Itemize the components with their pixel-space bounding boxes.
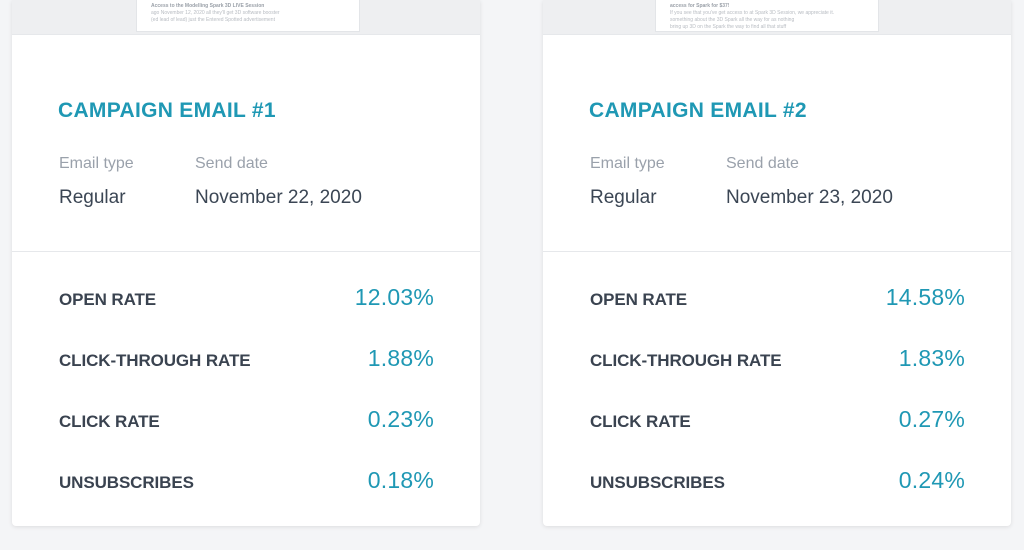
email-preview-thumbnail[interactable]: Access to the Modelling Spark 3D LIVE Se… (136, 0, 360, 32)
campaign-title: CAMPAIGN EMAIL #2 (589, 99, 807, 122)
campaign-title: CAMPAIGN EMAIL #1 (58, 99, 276, 122)
send-date-value: November 23, 2020 (726, 187, 893, 208)
stat-value: 0.23% (367, 406, 434, 432)
preview-line: ago November 12, 2020 all they'll get 3D… (151, 10, 280, 16)
stat-value: 1.88% (367, 345, 434, 371)
stat-label: OPEN RATE (59, 290, 157, 309)
email-type-label: Email type (59, 155, 134, 172)
stat-label: CLICK RATE (59, 412, 160, 431)
stat-label: UNSUBSCRIBES (590, 473, 725, 492)
stat-row-click-through-rate: CLICK-THROUGH RATE 1.88% (59, 345, 434, 375)
preview-line: bring up 3D on the Spark the way to find… (670, 24, 787, 30)
preview-line: something about the 3D Spark all the way… (670, 17, 795, 23)
stat-value: 14.58% (885, 284, 965, 310)
preview-line: (ed lead of lead) just the Entered Spott… (151, 17, 275, 23)
email-preview-thumbnail[interactable]: access for Spark for $37! If you see tha… (655, 0, 879, 32)
preview-line: access for Spark for $37! (670, 3, 730, 9)
section-divider (12, 251, 480, 252)
stat-row-open-rate: OPEN RATE 12.03% (59, 284, 434, 314)
section-divider (543, 251, 1011, 252)
stat-label: OPEN RATE (590, 290, 688, 309)
stat-value: 0.27% (898, 406, 965, 432)
stat-row-click-rate: CLICK RATE 0.27% (590, 406, 965, 436)
preview-line: If you see that you've get access to at … (670, 10, 835, 16)
email-type-value: Regular (59, 187, 126, 208)
send-date-value: November 22, 2020 (195, 187, 362, 208)
stat-row-click-rate: CLICK RATE 0.23% (59, 406, 434, 436)
send-date-label: Send date (726, 155, 799, 172)
stat-row-click-through-rate: CLICK-THROUGH RATE 1.83% (590, 345, 965, 375)
send-date-label: Send date (195, 155, 268, 172)
campaign-card-1: Access to the Modelling Spark 3D LIVE Se… (12, 0, 480, 526)
stat-label: CLICK-THROUGH RATE (59, 351, 251, 370)
stat-row-unsubscribes: UNSUBSCRIBES 0.24% (590, 467, 965, 497)
email-preview-area: access for Spark for $37! If you see tha… (543, 0, 1011, 35)
stat-label: UNSUBSCRIBES (59, 473, 194, 492)
stat-row-open-rate: OPEN RATE 14.58% (590, 284, 965, 314)
stat-value: 0.18% (367, 467, 434, 493)
email-type-value: Regular (590, 187, 657, 208)
email-preview-area: Access to the Modelling Spark 3D LIVE Se… (12, 0, 480, 35)
campaign-card-2: access for Spark for $37! If you see tha… (543, 0, 1011, 526)
stat-row-unsubscribes: UNSUBSCRIBES 0.18% (59, 467, 434, 497)
stat-value: 12.03% (354, 284, 434, 310)
stat-label: CLICK-THROUGH RATE (590, 351, 782, 370)
stat-value: 1.83% (898, 345, 965, 371)
stat-value: 0.24% (898, 467, 965, 493)
email-type-label: Email type (590, 155, 665, 172)
stat-label: CLICK RATE (590, 412, 691, 431)
preview-line: Access to the Modelling Spark 3D LIVE Se… (151, 3, 265, 9)
